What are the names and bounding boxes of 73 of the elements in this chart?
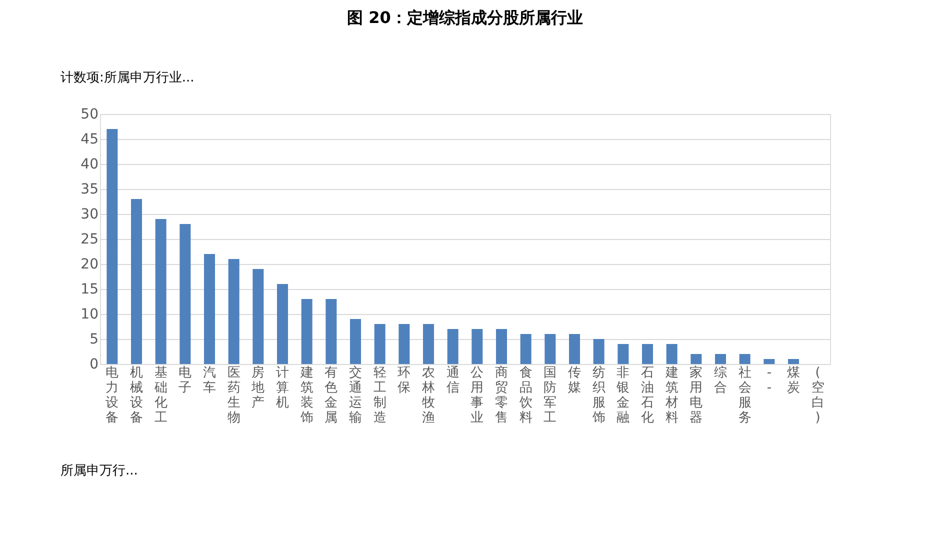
x-tick-label: -- bbox=[766, 366, 772, 396]
x-tick-label: 建筑装饰 bbox=[299, 366, 314, 426]
x-tick-label: 农林牧渔 bbox=[421, 366, 435, 426]
x-tick-label: 有色金属 bbox=[324, 366, 338, 426]
bar bbox=[131, 199, 142, 364]
x-tick-label: 公用事业 bbox=[470, 366, 484, 426]
x-tick-label: 交通运输 bbox=[349, 364, 362, 426]
y-tick-label: 25 bbox=[80, 232, 98, 248]
bar bbox=[544, 334, 556, 364]
y-tick-label: 20 bbox=[80, 256, 98, 272]
y-axis-title: 计数项:所属申万行业... bbox=[60, 70, 194, 86]
x-tick-label: 商贸零售 bbox=[495, 366, 508, 426]
x-tick-label: 建筑材料 bbox=[664, 366, 678, 426]
x-tick-label: 房地产 bbox=[250, 364, 265, 410]
x-tick-label: 轻工制造 bbox=[373, 366, 386, 426]
x-tick-label: 非银金融 bbox=[616, 366, 630, 426]
bar bbox=[788, 359, 799, 364]
x-tick-label: 煤炭 bbox=[787, 366, 800, 396]
x-tick-label: 通信 bbox=[446, 366, 460, 396]
chart-title: 图 20：定增综指成分股所属行业 bbox=[347, 8, 583, 27]
bar bbox=[106, 129, 118, 364]
x-tick-label: 环保 bbox=[398, 366, 411, 396]
y-tick-label: 0 bbox=[90, 356, 98, 372]
y-tick-label: 5 bbox=[90, 332, 98, 348]
bar bbox=[423, 324, 434, 364]
bar bbox=[252, 269, 264, 364]
y-tick-label: 35 bbox=[80, 182, 98, 198]
x-tick-label: 综合 bbox=[714, 366, 727, 396]
y-tick-label: 15 bbox=[80, 282, 98, 298]
x-tick-label: 食品饮料 bbox=[518, 366, 532, 426]
y-tick-label: 40 bbox=[80, 156, 98, 172]
x-tick-label: 机械设备 bbox=[130, 366, 143, 426]
x-tick-label: 纺织服饰 bbox=[591, 366, 606, 426]
bar bbox=[520, 334, 532, 364]
bar bbox=[301, 299, 312, 364]
x-tick-label: 基础化工 bbox=[153, 366, 168, 426]
bar bbox=[715, 354, 726, 364]
x-tick-label: 电力设备 bbox=[106, 366, 119, 426]
bar bbox=[593, 339, 604, 364]
bar bbox=[447, 329, 458, 364]
bar bbox=[472, 329, 483, 364]
x-tick-label: 电子 bbox=[178, 366, 192, 396]
y-tick-label: 10 bbox=[80, 306, 98, 322]
bar bbox=[374, 324, 386, 364]
bar bbox=[739, 354, 750, 364]
bar bbox=[496, 329, 507, 364]
bar bbox=[350, 319, 361, 364]
bar bbox=[642, 344, 653, 364]
bar bbox=[690, 354, 702, 364]
bar bbox=[569, 334, 580, 364]
x-axis-title: 所属申万行... bbox=[60, 464, 138, 478]
bar bbox=[398, 324, 410, 364]
y-tick-label: 50 bbox=[80, 106, 98, 122]
x-tick-label: (空白) bbox=[811, 366, 824, 426]
bar bbox=[204, 254, 215, 364]
x-tick-label: 计算机 bbox=[276, 366, 289, 410]
x-tick-label: 石油石化 bbox=[641, 366, 654, 426]
bar bbox=[764, 359, 775, 364]
bar bbox=[277, 284, 288, 364]
x-tick-label: 汽车 bbox=[203, 366, 216, 396]
x-tick-label: 国防军工 bbox=[544, 366, 557, 426]
x-tick-label: 医药生物 bbox=[227, 366, 240, 426]
bar bbox=[155, 219, 166, 364]
x-tick-label: 传媒 bbox=[568, 366, 581, 396]
bar bbox=[618, 344, 629, 364]
y-tick-label: 45 bbox=[80, 132, 98, 148]
bar bbox=[180, 224, 191, 364]
x-tick-label: 家用电器 bbox=[690, 364, 703, 426]
y-tick-label: 30 bbox=[80, 206, 98, 222]
bar bbox=[666, 344, 678, 364]
x-tick-label: 社会服务 bbox=[738, 366, 752, 426]
bar bbox=[326, 299, 337, 364]
bar bbox=[228, 259, 240, 364]
